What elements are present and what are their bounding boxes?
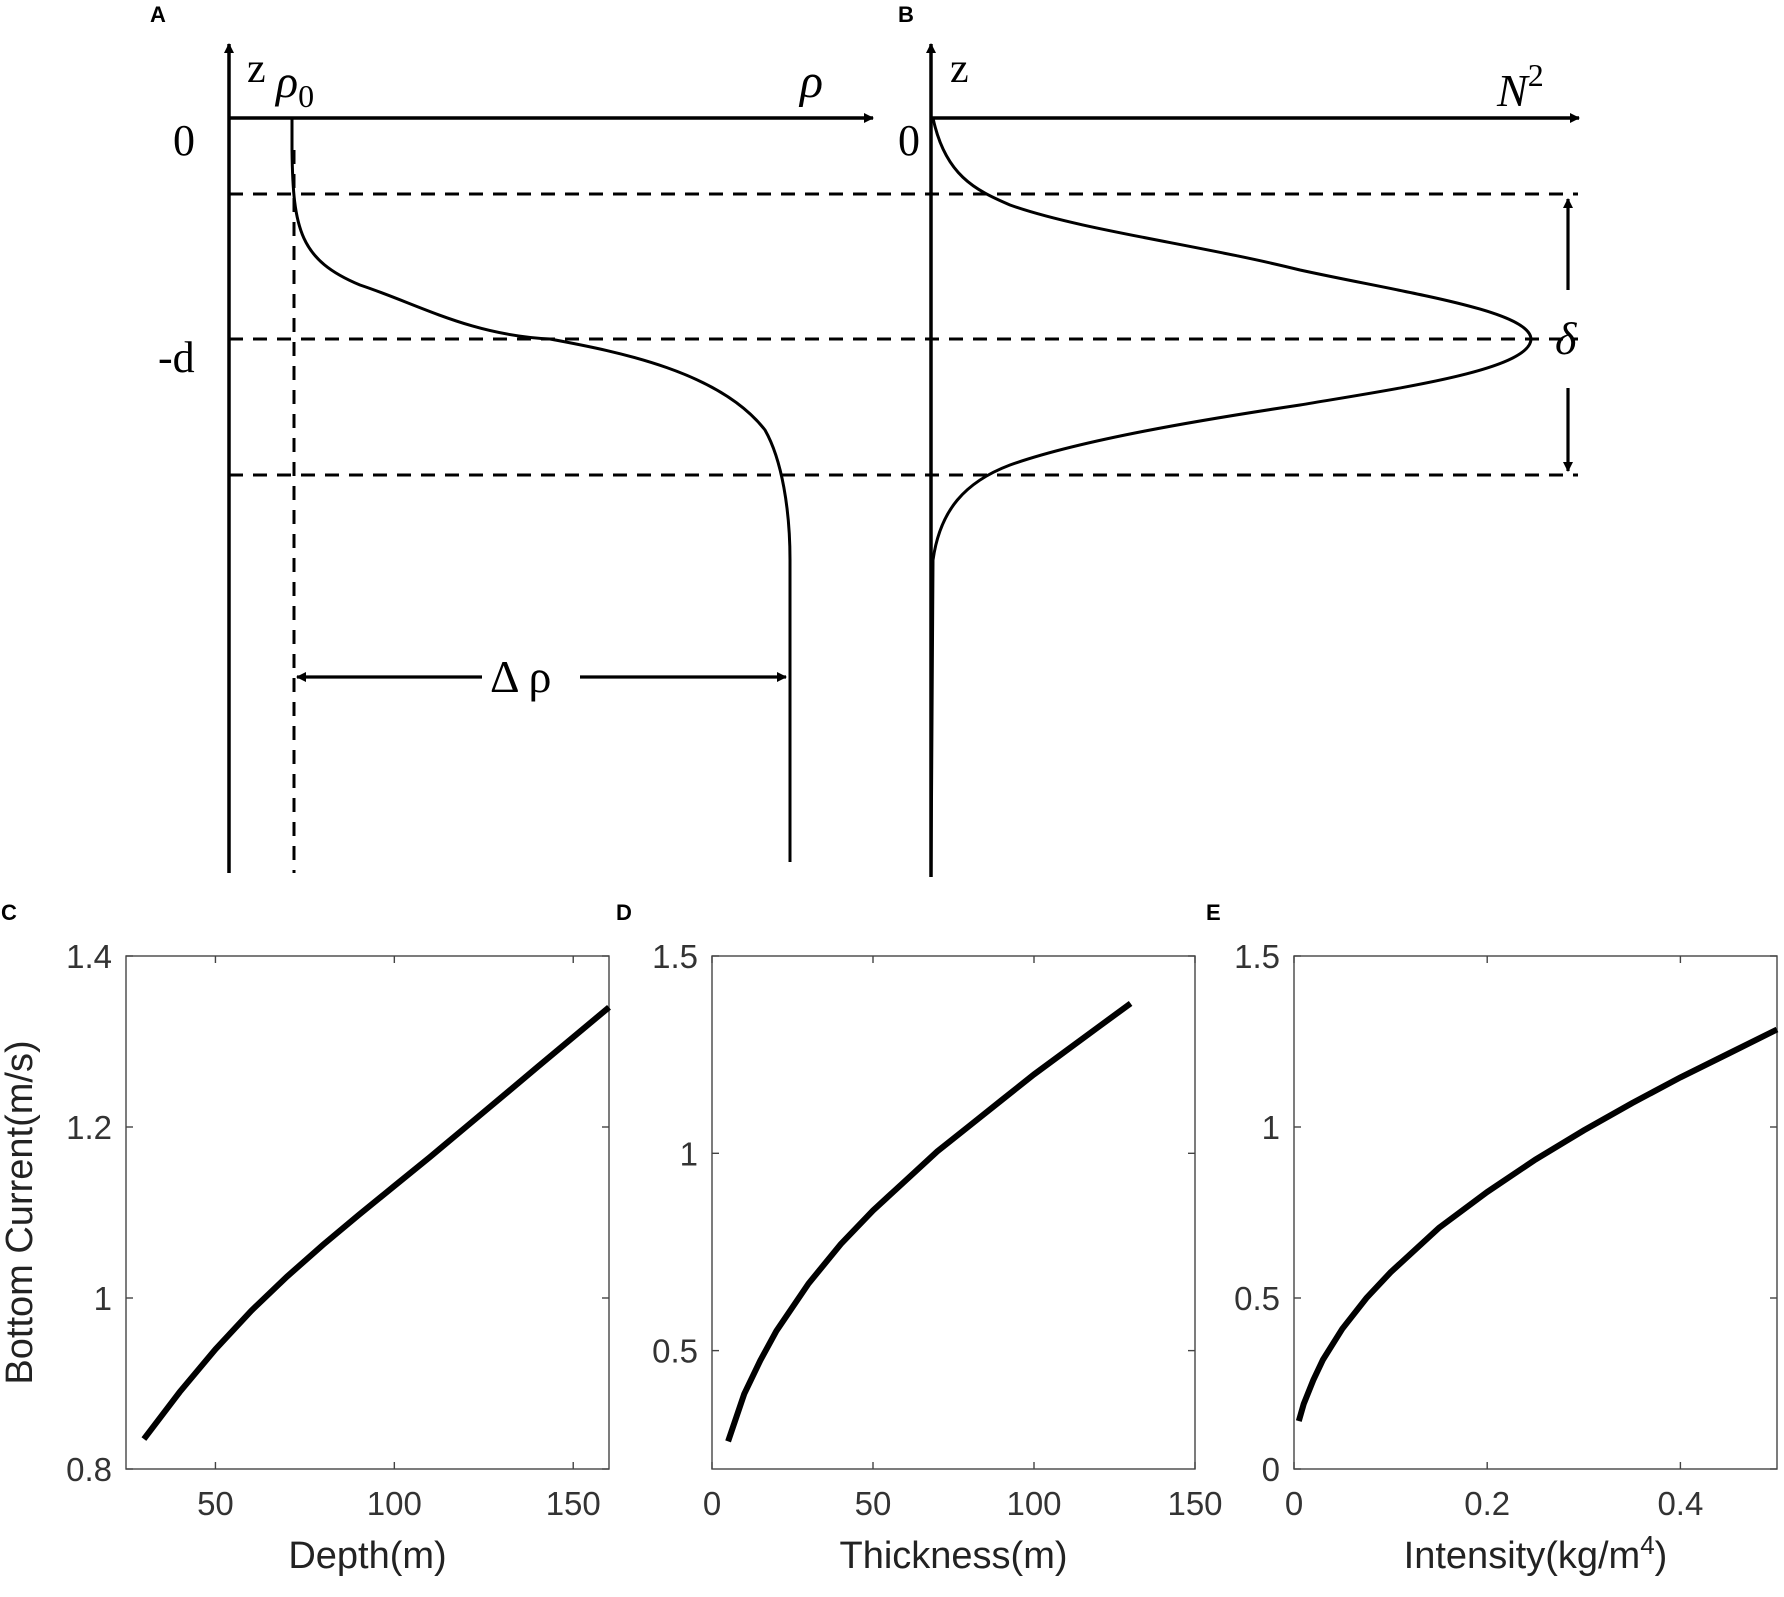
x-tick-label: 150 xyxy=(1167,1485,1222,1522)
series-line-d xyxy=(725,1000,1133,1443)
y-tick-label: 1 xyxy=(94,1280,112,1317)
x-tick-label: 0.2 xyxy=(1464,1485,1510,1522)
panel-d-letter: D xyxy=(616,900,632,925)
plot-frame-d xyxy=(711,955,1196,1470)
y-tick-label: 1 xyxy=(680,1135,698,1172)
x-tick-label: 50 xyxy=(197,1485,234,1522)
plot-frame-c xyxy=(125,955,610,1470)
x-axis-label-d: Thickness(m) xyxy=(839,1535,1067,1577)
y-axis-label-c: Bottom Current(m/s) xyxy=(0,1040,41,1384)
n2-label: N2 xyxy=(1496,57,1544,116)
delta-label: δ xyxy=(1555,313,1577,364)
x-tick-label: 50 xyxy=(855,1485,892,1522)
panel-a: A z ρ0 ρ 0 -d Δ ρ xyxy=(150,2,1578,873)
y-tick-label: 0.8 xyxy=(66,1451,112,1488)
z-label-a: z xyxy=(247,46,266,92)
panel-a-letter: A xyxy=(150,2,166,27)
panel-b: B z N2 0 δ xyxy=(898,2,1580,878)
y-tick-label: 1 xyxy=(1262,1109,1280,1146)
delta-rho-label: Δ ρ xyxy=(490,651,552,702)
y-tick-label: 1.5 xyxy=(1234,938,1280,975)
panel-d-chart: 0 50 100 150 0.5 1 1.5 Thickness(m) xyxy=(652,938,1222,1577)
x-tick-label: 150 xyxy=(546,1485,601,1522)
zero-label-a: 0 xyxy=(173,116,195,165)
y-tick-label: 0 xyxy=(1262,1451,1280,1488)
y-tick-label: 1.4 xyxy=(66,938,112,975)
x-tick-label: 0 xyxy=(1285,1485,1303,1522)
x-axis-label-e: Intensity(kg/m4) xyxy=(1404,1530,1668,1577)
zero-label-b: 0 xyxy=(898,116,920,165)
rho-label: ρ xyxy=(798,55,823,108)
series-line-c xyxy=(141,1004,611,1441)
plot-frame-e xyxy=(1293,955,1778,1470)
y-tick-label: 1.2 xyxy=(66,1109,112,1146)
panel-e-chart: 0 0.2 0.4 0 0.5 1 1.5 Intensity(kg/m4) xyxy=(1234,938,1779,1577)
series-line-e xyxy=(1295,1026,1779,1422)
x-tick-label: 100 xyxy=(1006,1485,1061,1522)
y-tick-label: 0.5 xyxy=(1234,1280,1280,1317)
y-tick-label: 0.5 xyxy=(652,1333,698,1370)
panel-e-letter: E xyxy=(1206,900,1221,925)
x-axis-label-c: Depth(m) xyxy=(288,1535,446,1577)
buoyancy-frequency-curve xyxy=(929,117,1533,878)
minus-d-label: -d xyxy=(158,333,195,382)
density-profile-curve xyxy=(290,118,792,862)
x-tick-label: 0 xyxy=(703,1485,721,1522)
x-tick-label: 100 xyxy=(367,1485,422,1522)
x-tick-label: 0.4 xyxy=(1657,1485,1703,1522)
panel-c-chart: 50 100 150 0.8 1 1.2 1.4 Depth(m) Bottom Current… xyxy=(0,938,611,1577)
y-tick-label: 1.5 xyxy=(652,938,698,975)
z-label-b: z xyxy=(950,46,969,92)
panel-c-letter: C xyxy=(1,900,17,925)
rho0-label: ρ0 xyxy=(274,56,314,114)
panel-b-letter: B xyxy=(898,2,914,27)
